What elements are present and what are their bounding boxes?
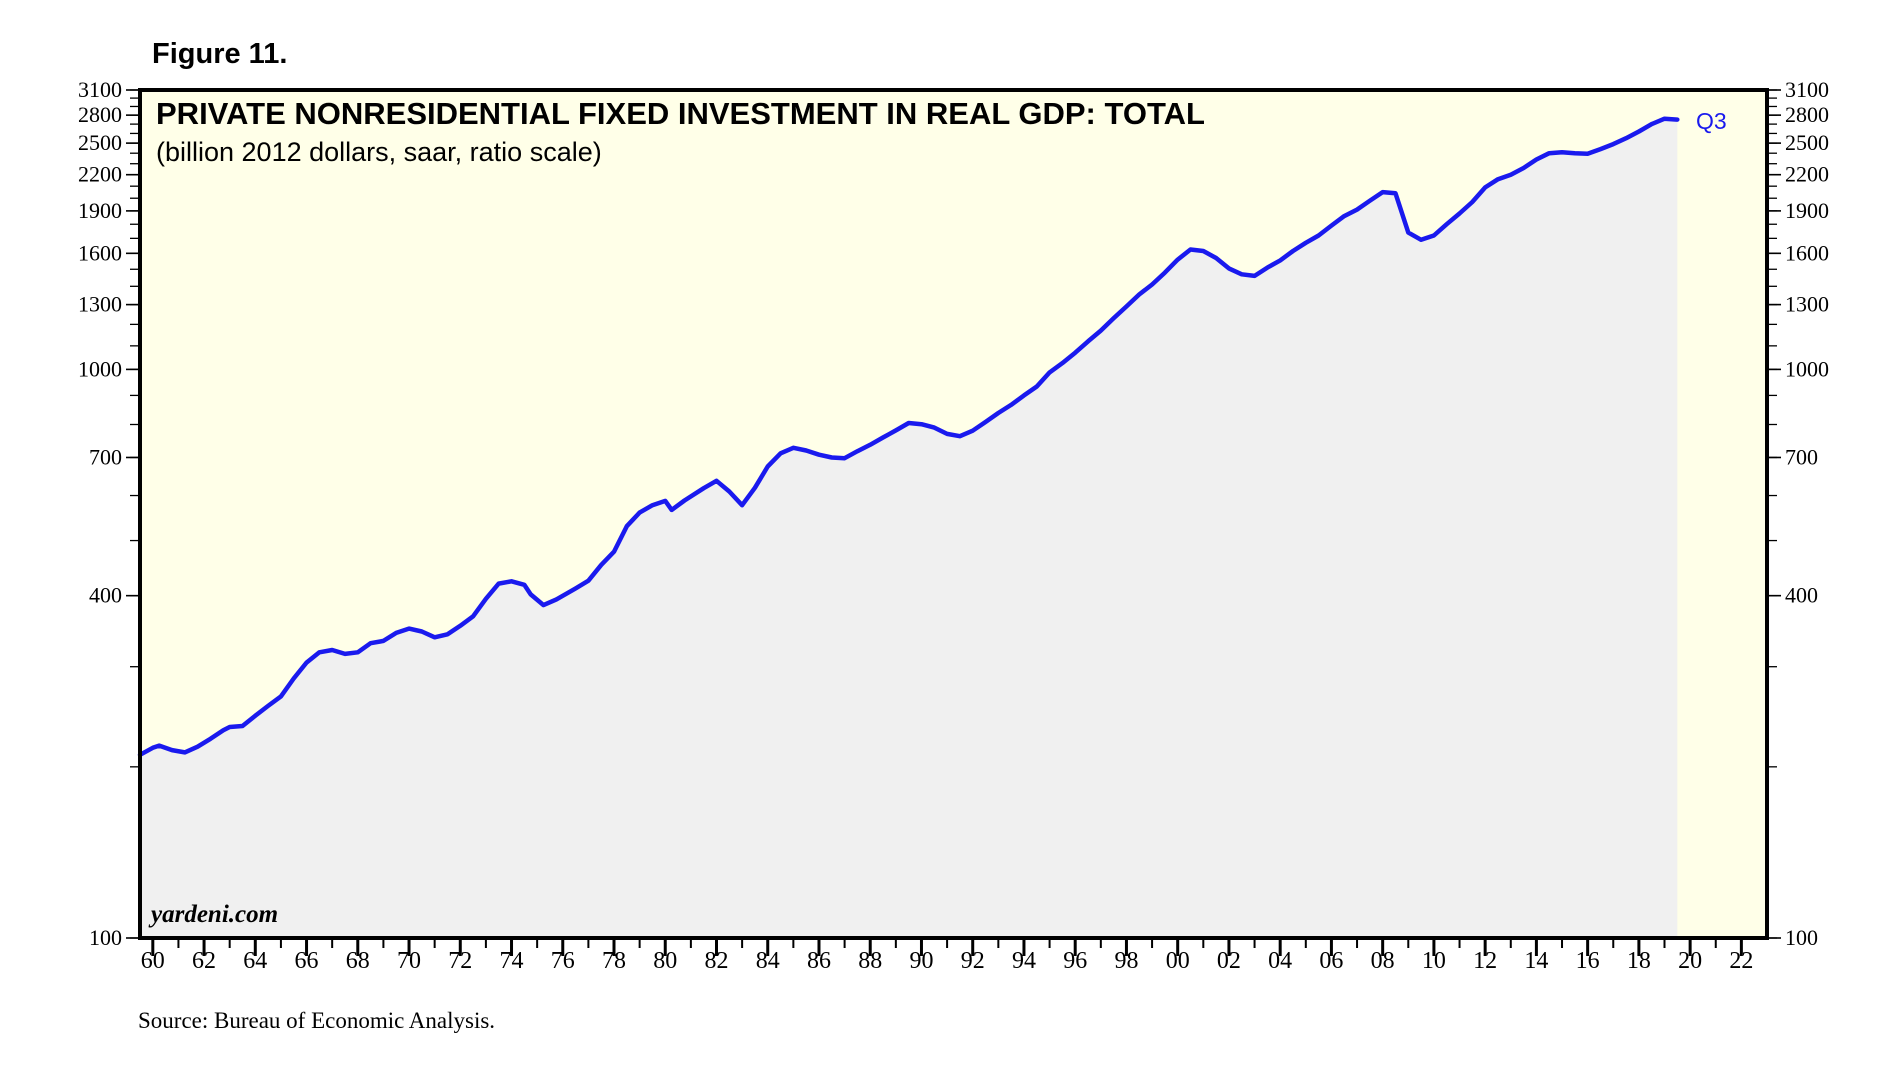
left-tick-label: 700 [89,444,122,469]
x-tick-label: 86 [807,948,831,974]
right-tick-label: 2800 [1785,102,1829,127]
x-tick-label: 78 [602,948,626,974]
x-tick-label: 66 [295,948,319,974]
x-tick-label: 76 [551,948,575,974]
watermark: yardeni.com [148,901,278,928]
right-tick-label: 100 [1785,925,1818,950]
right-tick-label: 1600 [1785,240,1829,265]
x-tick-label: 92 [961,948,985,974]
x-tick-label: 08 [1371,948,1395,974]
right-tick-label: 700 [1785,444,1818,469]
x-tick-label: 64 [243,948,267,974]
right-tick-label: 2500 [1785,130,1829,155]
right-tick-label: 1000 [1785,356,1829,381]
x-tick-label: 80 [653,948,677,974]
area-fill [140,118,1678,938]
x-tick-label: 90 [909,948,933,974]
left-axis: 100 400 700 1000 1300 1600 1900 2200 2500 2800310… [78,77,140,950]
x-tick-label: 98 [1114,948,1138,974]
x-tick-label: 72 [448,948,472,974]
x-tick-label: 62 [192,948,216,974]
x-tick-label: 70 [397,948,421,974]
x-tick-label: 74 [500,948,524,974]
x-tick-label: 04 [1268,948,1292,974]
bottom-axis: 60 62 64 66 68 70 72 74 76 78 80 82 84 86 88 90 92 94 96 98… [141,938,1753,974]
x-tick-label: 18 [1627,948,1651,974]
x-tick-label: 96 [1063,948,1087,974]
x-tick-label: 06 [1319,948,1343,974]
series-line [137,116,1680,758]
right-tick-label: 1300 [1785,292,1829,317]
left-tick-label: 2800 [78,102,122,127]
x-tick-label: 00 [1166,948,1190,974]
left-tick-label: 400 [89,583,122,608]
left-tick-label: 2200 [78,162,122,187]
x-tick-label: 02 [1217,948,1241,974]
x-tick-label: 60 [141,948,165,974]
left-tick-label: 3100 [78,77,122,102]
left-tick-label: 1000 [78,356,122,381]
figure-label: Figure 11. [152,38,288,70]
left-tick-label: 1600 [78,240,122,265]
x-tick-label: 14 [1524,948,1548,974]
right-tick-label: 1900 [1785,198,1829,223]
x-tick-label: 88 [858,948,882,974]
x-tick-label: 12 [1473,948,1497,974]
left-tick-label: 100 [89,925,122,950]
x-tick-label: 68 [346,948,370,974]
x-tick-label: 84 [756,948,780,974]
chart-subtitle: (billion 2012 dollars, saar, ratio scale… [156,137,602,167]
plot-frame [138,88,1769,940]
chart-title: PRIVATE NONRESIDENTIAL FIXED INVESTMENT … [156,96,1205,131]
end-label: Q3 [1696,108,1727,134]
right-tick-label: 3100 [1785,77,1829,102]
x-tick-label: 16 [1576,948,1600,974]
right-tick-label: 2200 [1785,162,1829,187]
right-axis: 100 400 700 1000 1300 1600 1900 2200 2500 2800310… [1767,77,1829,950]
right-tick-label: 400 [1785,583,1818,608]
left-tick-label: 2500 [78,130,122,155]
x-tick-label: 10 [1422,948,1446,974]
x-tick-label: 94 [1012,948,1036,974]
x-tick-label: 22 [1729,948,1753,974]
left-tick-label: 1900 [78,198,122,223]
source-note: Source: Bureau of Economic Analysis. [138,1008,496,1033]
x-tick-label: 20 [1678,948,1702,974]
x-tick-label: 82 [704,948,728,974]
left-tick-label: 1300 [78,292,122,317]
